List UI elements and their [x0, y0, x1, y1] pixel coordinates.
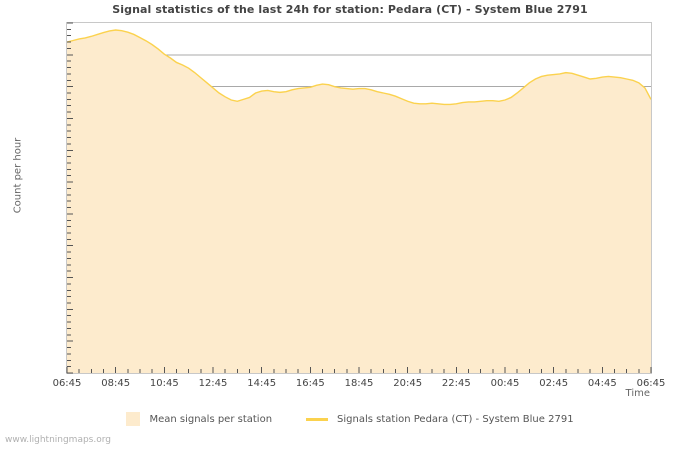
plot-area: [66, 22, 652, 374]
x-tick-label: 06:45: [52, 378, 82, 389]
y-axis-label: Count per hour: [12, 137, 24, 214]
legend-label-station: Signals station Pedara (CT) - System Blu…: [337, 413, 574, 425]
x-tick-label: 00:45: [490, 378, 520, 389]
site-footer: www.lightningmaps.org: [5, 435, 111, 445]
legend-item-station: Signals station Pedara (CT) - System Blu…: [306, 414, 574, 425]
series-line: [67, 29, 651, 106]
x-tick-label: 18:45: [344, 378, 374, 389]
chart-svg: [67, 29, 651, 373]
legend-label-mean: Mean signals per station: [149, 413, 273, 425]
chart-title: Signal statistics of the last 24h for st…: [112, 3, 588, 16]
legend-item-mean: Mean signals per station: [126, 412, 272, 426]
x-tick-label: 06:45: [636, 378, 666, 389]
x-tick-label: 20:45: [393, 378, 423, 389]
x-tick-label: 12:45: [198, 378, 228, 389]
series-area-fill: [67, 30, 651, 373]
legend-area-swatch: [126, 412, 141, 426]
x-tick-label: 02:45: [539, 378, 569, 389]
x-tick-label: 08:45: [101, 378, 131, 389]
chart-legend: Mean signals per station Signals station…: [0, 412, 700, 426]
x-tick-label: 14:45: [247, 378, 277, 389]
x-axis-label: Time: [625, 388, 650, 399]
x-tick-label: 16:45: [295, 378, 325, 389]
x-tick-label: 04:45: [587, 378, 617, 389]
legend-line-swatch: [306, 417, 329, 421]
x-tick-label: 22:45: [441, 378, 471, 389]
x-tick-label: 10:45: [149, 378, 179, 389]
